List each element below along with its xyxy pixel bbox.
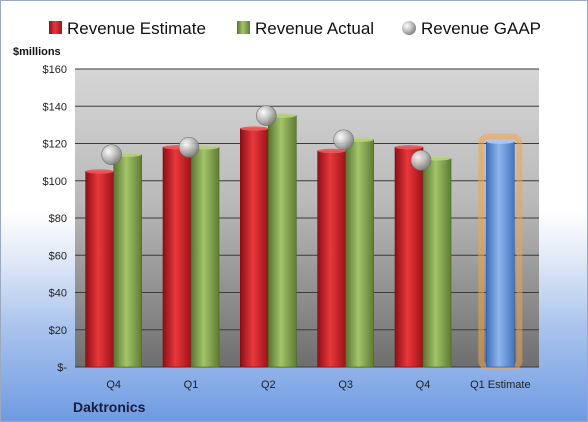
legend-item-revenue-gaap: Revenue GAAP (402, 19, 541, 38)
legend-label-actual: Revenue Actual (255, 19, 374, 38)
x-tick-label: Q3 (338, 379, 353, 391)
bar-cap (85, 169, 114, 174)
bars (85, 113, 523, 370)
x-tick-label: Q1 (184, 379, 199, 391)
gaap-marker (333, 129, 354, 151)
legend-label-estimate: Revenue Estimate (67, 19, 206, 38)
bar-revenue-estimate (394, 146, 424, 368)
bar-revenue-estimate (162, 146, 192, 368)
bar-revenue-actual (268, 115, 297, 368)
legend-swatch-sphere (402, 21, 416, 35)
y-tick-label: $80 (49, 213, 67, 225)
y-axis-ticks: $- $20 $40 $60 $80 $100 $120 $140 $160 (43, 64, 68, 374)
legend: Revenue Estimate Revenue Actual Revenue … (49, 19, 541, 38)
legend-swatch-green (237, 21, 250, 34)
y-tick-label: $20 (49, 325, 67, 337)
bar-q1-estimate (486, 141, 515, 368)
bar-revenue-actual (190, 146, 220, 368)
y-tick-label: $- (57, 362, 67, 374)
legend-swatch-red (49, 21, 62, 34)
bar-revenue-actual (345, 139, 374, 368)
bar-cap (317, 148, 346, 154)
gaap-markers (101, 105, 432, 171)
x-tick-label: Q2 (261, 379, 276, 391)
bar-revenue-estimate (317, 150, 346, 368)
x-axis-ticks: Q4 Q1 Q2 Q3 Q4 Q1 Estimate (106, 379, 530, 391)
gaap-marker (410, 149, 432, 171)
bar-revenue-actual (113, 154, 142, 368)
bar-cap (395, 145, 423, 150)
gaap-marker (256, 105, 277, 126)
y-tick-label: $160 (43, 64, 67, 76)
legend-item-revenue-actual: Revenue Actual (237, 19, 374, 38)
gaap-marker (101, 144, 122, 165)
legend-item-revenue-estimate: Revenue Estimate (49, 19, 206, 38)
x-tick-label: Q1 Estimate (470, 379, 531, 391)
gaap-marker (178, 136, 200, 158)
y-tick-label: $60 (49, 250, 67, 262)
x-tick-label: Q4 (416, 379, 431, 391)
gridlines (75, 68, 539, 368)
company-label: Daktronics (73, 399, 146, 415)
bar-revenue-estimate (85, 171, 114, 368)
x-tick-label: Q4 (106, 379, 121, 391)
y-tick-label: $120 (43, 139, 67, 151)
y-tick-label: $140 (43, 101, 67, 113)
legend-label-gaap: Revenue GAAP (421, 19, 541, 38)
y-tick-label: $40 (49, 288, 67, 300)
unit-label: $millions (13, 46, 61, 58)
bar-cap (486, 139, 515, 144)
bar-cap (240, 126, 269, 131)
y-tick-label: $100 (43, 176, 67, 188)
bar-revenue-estimate (240, 128, 269, 368)
bar-revenue-actual (422, 158, 452, 368)
